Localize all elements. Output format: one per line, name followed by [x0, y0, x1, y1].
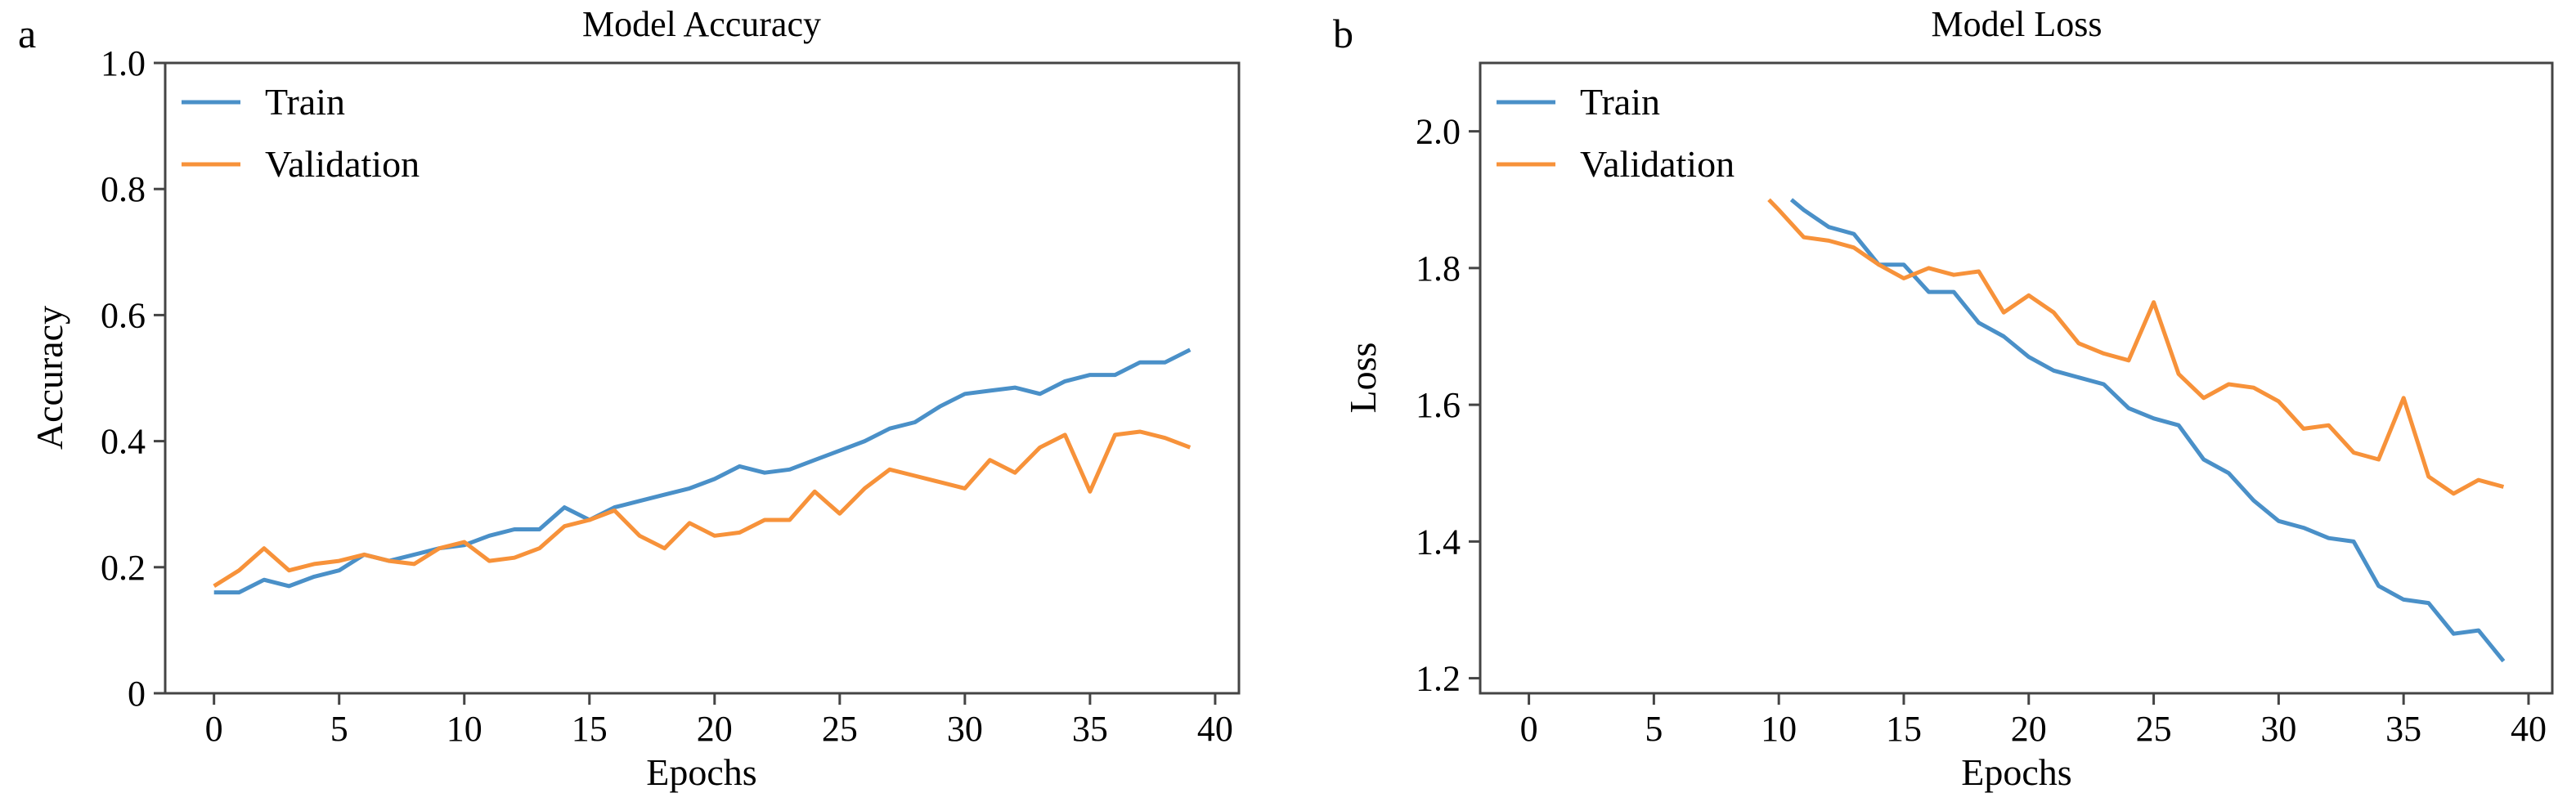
y-tick-label: 1.4 — [1416, 522, 1461, 562]
y-tick-label: 1.0 — [101, 43, 146, 83]
x-tick-label: 20 — [2011, 709, 2047, 749]
y-axis-label-loss: Loss — [1342, 343, 1384, 414]
x-tick-label: 25 — [2136, 709, 2172, 749]
y-tick-label: 0 — [128, 674, 146, 714]
legend-label-train: Train — [265, 81, 345, 123]
loss-chart: b Model Loss Epochs Loss Train Validation… — [1333, 4, 2554, 793]
y-tick-label: 2.0 — [1416, 112, 1461, 152]
chart-title-accuracy: Model Accuracy — [582, 4, 821, 44]
x-tick-label: 10 — [1761, 709, 1797, 749]
x-tick-label: 5 — [1645, 709, 1663, 749]
legend-label-validation: Validation — [265, 143, 420, 185]
chart-title-loss: Model Loss — [1932, 4, 2103, 44]
x-tick-label: 25 — [822, 709, 858, 749]
y-tick-label: 1.6 — [1416, 385, 1461, 425]
x-tick-label: 35 — [2385, 709, 2421, 749]
series-line-validation — [213, 429, 1192, 589]
x-tick-label: 10 — [447, 709, 482, 749]
y-tick-label: 0.2 — [101, 548, 146, 588]
accuracy-chart: a Model Accuracy Epochs Accuracy Train Va… — [18, 4, 1241, 793]
panel-label-a: a — [18, 11, 36, 56]
x-tick-label: 30 — [947, 709, 983, 749]
y-tick-label: 1.2 — [1416, 659, 1461, 699]
legend-label-validation: Validation — [1580, 143, 1735, 185]
plot-frame — [164, 61, 1241, 695]
panel-label-b: b — [1333, 11, 1353, 56]
x-tick-label: 20 — [697, 709, 733, 749]
series-line-validation — [1767, 198, 2505, 496]
x-tick-label: 35 — [1072, 709, 1108, 749]
x-tick-label: 0 — [205, 709, 223, 749]
x-axis-label-loss: Epochs — [1961, 751, 2071, 793]
x-tick-label: 30 — [2260, 709, 2296, 749]
y-tick-label: 0.6 — [101, 295, 146, 335]
y-tick-label: 1.8 — [1416, 249, 1461, 289]
x-tick-label: 40 — [1197, 709, 1233, 749]
y-tick-label: 0.4 — [101, 422, 146, 462]
series-line-train — [1789, 198, 2506, 663]
x-axis-label-accuracy: Epochs — [646, 751, 756, 793]
x-tick-label: 5 — [330, 709, 348, 749]
legend-label-train: Train — [1580, 81, 1660, 123]
x-tick-label: 0 — [1520, 709, 1538, 749]
x-tick-label: 40 — [2511, 709, 2547, 749]
x-tick-label: 15 — [1886, 709, 1922, 749]
y-axis-label-accuracy: Accuracy — [29, 306, 70, 450]
x-tick-label: 15 — [572, 709, 608, 749]
y-tick-label: 0.8 — [101, 169, 146, 209]
plot-frame — [1479, 61, 2554, 695]
